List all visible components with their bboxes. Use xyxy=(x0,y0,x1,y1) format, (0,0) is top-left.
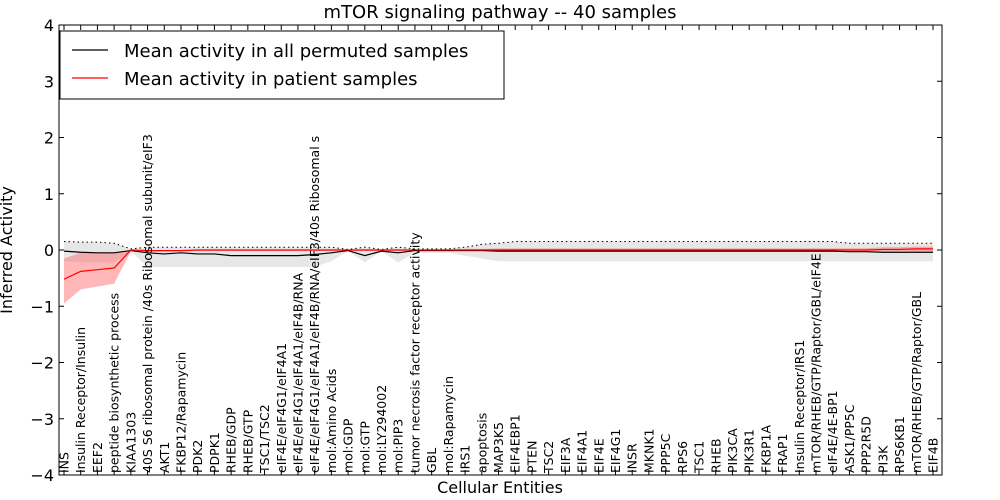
legend-label-permuted: Mean activity in all permuted samples xyxy=(124,41,468,62)
category-label: mol:LY294002 xyxy=(374,385,389,473)
category-label: TSC1/TSC2 xyxy=(257,404,272,474)
category-label: mTOR/RHEB/GTP/Raptor/GBL/eIF4E xyxy=(809,253,824,473)
band-permuted xyxy=(64,241,933,267)
category-label: apoptosis xyxy=(474,413,489,473)
category-label: PPP2R5D xyxy=(859,416,874,473)
category-label: RHEB xyxy=(708,438,723,473)
category-label: EIF4EBP1 xyxy=(508,414,523,473)
category-labels: INS Insulin Receptor/Insulin EEF2 peptide b… xyxy=(57,134,941,474)
category-label: RPS6KB1 xyxy=(892,416,907,473)
legend: Mean activity in all permuted samples Me… xyxy=(59,30,505,100)
y-tick-label: −1 xyxy=(30,297,54,316)
series-line-permuted xyxy=(63,249,933,257)
category-label: EIF4E xyxy=(591,438,606,473)
y-tick-label: −4 xyxy=(30,466,54,485)
y-axis-title: Inferred Activity xyxy=(0,186,16,314)
x-axis-title: Cellular Entities xyxy=(437,478,563,497)
category-label: mol:GDP xyxy=(341,418,356,473)
category-label: eIF4E/eIF4G1/eIF4A1/eIF4B/RNA/eIF3/40s R… xyxy=(307,136,322,473)
category-label: PTEN xyxy=(524,441,539,473)
category-label: EIF4G1 xyxy=(608,429,623,473)
category-label: INS xyxy=(57,452,72,473)
category-label: mol:Rapamycin xyxy=(441,376,456,473)
category-label: EIF4A1 xyxy=(575,430,590,473)
category-label: KIAA1303 xyxy=(123,412,138,473)
category-label: PIK3R1 xyxy=(742,429,757,473)
category-label: PDK2 xyxy=(190,440,205,473)
category-label: RPS6 xyxy=(675,441,690,473)
category-label: eIF4E/eIF4G1/eIF4A1 xyxy=(274,343,289,473)
y-tick-label: −3 xyxy=(30,410,54,429)
category-label: EEF2 xyxy=(90,442,105,473)
category-label: PIK3CA xyxy=(725,428,740,473)
category-label: PPP5C xyxy=(658,433,673,473)
category-label: tumor necrosis factor receptor activity xyxy=(407,232,422,473)
series-line-patient xyxy=(63,248,933,280)
category-label: RHEB/GDP xyxy=(224,407,239,473)
category-label: FKBP12/Rapamycin xyxy=(173,352,188,473)
x-axis-ticks xyxy=(63,25,934,475)
category-label: mol:Amino Acids xyxy=(324,369,339,473)
category-label: FRAP1 xyxy=(775,434,790,473)
category-label: TSC2 xyxy=(541,441,556,474)
category-label: mol:PIP3 xyxy=(391,419,406,473)
category-label: ASK1/PP5C xyxy=(842,404,857,473)
y-tick-label: 1 xyxy=(44,185,54,204)
chart-title: mTOR signaling pathway -- 40 samples xyxy=(324,2,677,23)
category-label: Insulin Receptor/IRS1 xyxy=(792,340,807,473)
category-label: AKT1 xyxy=(157,442,172,473)
legend-label-patient: Mean activity in patient samples xyxy=(124,69,418,90)
category-label: mTOR/RHEB/GTP/Raptor/GBL xyxy=(909,292,924,473)
category-label: EIF4B xyxy=(926,438,941,473)
plot-frame xyxy=(58,24,943,476)
category-label: FKBP1A xyxy=(758,425,773,473)
band-permuted-upper-dotted xyxy=(63,241,933,250)
series-lines xyxy=(63,248,933,280)
category-label: RHEB/GTP xyxy=(240,409,255,473)
y-tick-label: −2 xyxy=(30,354,54,373)
legend-box xyxy=(59,30,505,100)
category-label: TSC1 xyxy=(692,441,707,474)
y-tick-label: 2 xyxy=(44,129,54,148)
y-tick-label: 0 xyxy=(44,241,54,260)
category-label: INSR xyxy=(625,443,640,473)
category-label: GBL xyxy=(424,448,439,473)
category-label: eIF4E/eIF4G1/eIF4A1/eIF4B/RNA xyxy=(290,272,305,473)
confidence-bands xyxy=(63,241,933,304)
category-label: Insulin Receptor/Insulin xyxy=(73,327,88,473)
category-label: EIF3A xyxy=(558,437,573,473)
category-label: peptide biosynthetic process xyxy=(107,293,122,473)
category-label: mol:GTP xyxy=(357,421,372,473)
category-label: MAP3K5 xyxy=(491,422,506,473)
category-label: eIF4E/4E-BP1 xyxy=(825,390,840,473)
category-label: IRS1 xyxy=(458,445,473,473)
y-tick-label: 3 xyxy=(44,72,54,91)
category-label: MKNK1 xyxy=(641,429,656,473)
y-axis-ticks: −4 −3 −2 −1 0 1 2 3 4 xyxy=(30,16,942,485)
category-label: 40S S6 ribosomal protein /40s Ribosomal … xyxy=(140,134,155,473)
category-label: PI3K xyxy=(875,445,890,473)
category-label: PDPK1 xyxy=(207,432,222,473)
y-tick-label: 4 xyxy=(44,16,54,35)
